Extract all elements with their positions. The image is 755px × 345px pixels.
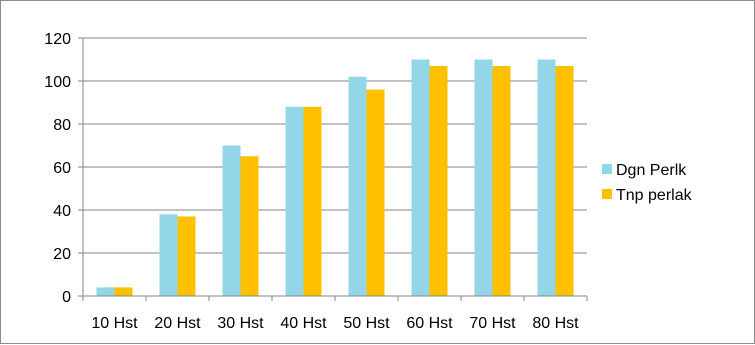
bar-dgn-perlk [474,59,493,296]
bar-dgn-perlk [159,214,178,296]
gridlines [83,37,587,254]
x-tick-label: 50 Hst [343,315,390,332]
y-tick-label: 40 [53,203,71,220]
x-tick-label: 20 Hst [154,315,201,332]
y-tick-label: 120 [44,31,71,48]
bar-tnp-perlak [492,65,511,296]
y-tick-label: 60 [53,160,71,177]
bar-tnp-perlak [429,65,448,296]
bar-tnp-perlak [366,89,385,296]
bar-dgn-perlk [411,59,430,296]
legend-label: Tnp perlak [616,187,693,204]
x-tick-label: 60 Hst [406,315,453,332]
bars [96,59,574,296]
axes: 0 20 40 60 80 100 120 10 Hst 20 Hst 30 Hst 40 Hst 5… [44,31,588,332]
bar-dgn-perlk [96,287,115,296]
y-tick-label: 20 [53,246,71,263]
x-tick-label: 40 Hst [280,315,327,332]
x-tick-label: 80 Hst [532,315,579,332]
bar-tnp-perlak [303,106,322,296]
legend-label: Dgn Perlk [616,162,687,179]
bar-dgn-perlk [537,59,556,296]
y-tick-label: 100 [44,74,71,91]
bar-tnp-perlak [555,65,574,296]
bar-tnp-perlak [240,156,259,296]
legend-swatch [602,164,612,174]
x-tick-label: 30 Hst [217,315,264,332]
bar-dgn-perlk [222,145,241,296]
bar-tnp-perlak [177,216,196,296]
legend-swatch [602,189,612,199]
x-tick-label: 10 Hst [91,315,138,332]
legend: Dgn Perlk Tnp perlak [602,162,693,204]
x-tick-label: 70 Hst [469,315,516,332]
bar-dgn-perlk [348,76,367,296]
y-tick-label: 0 [62,289,71,306]
bar-tnp-perlak [114,287,133,296]
bar-dgn-perlk [285,106,304,296]
y-tick-label: 80 [53,117,71,134]
